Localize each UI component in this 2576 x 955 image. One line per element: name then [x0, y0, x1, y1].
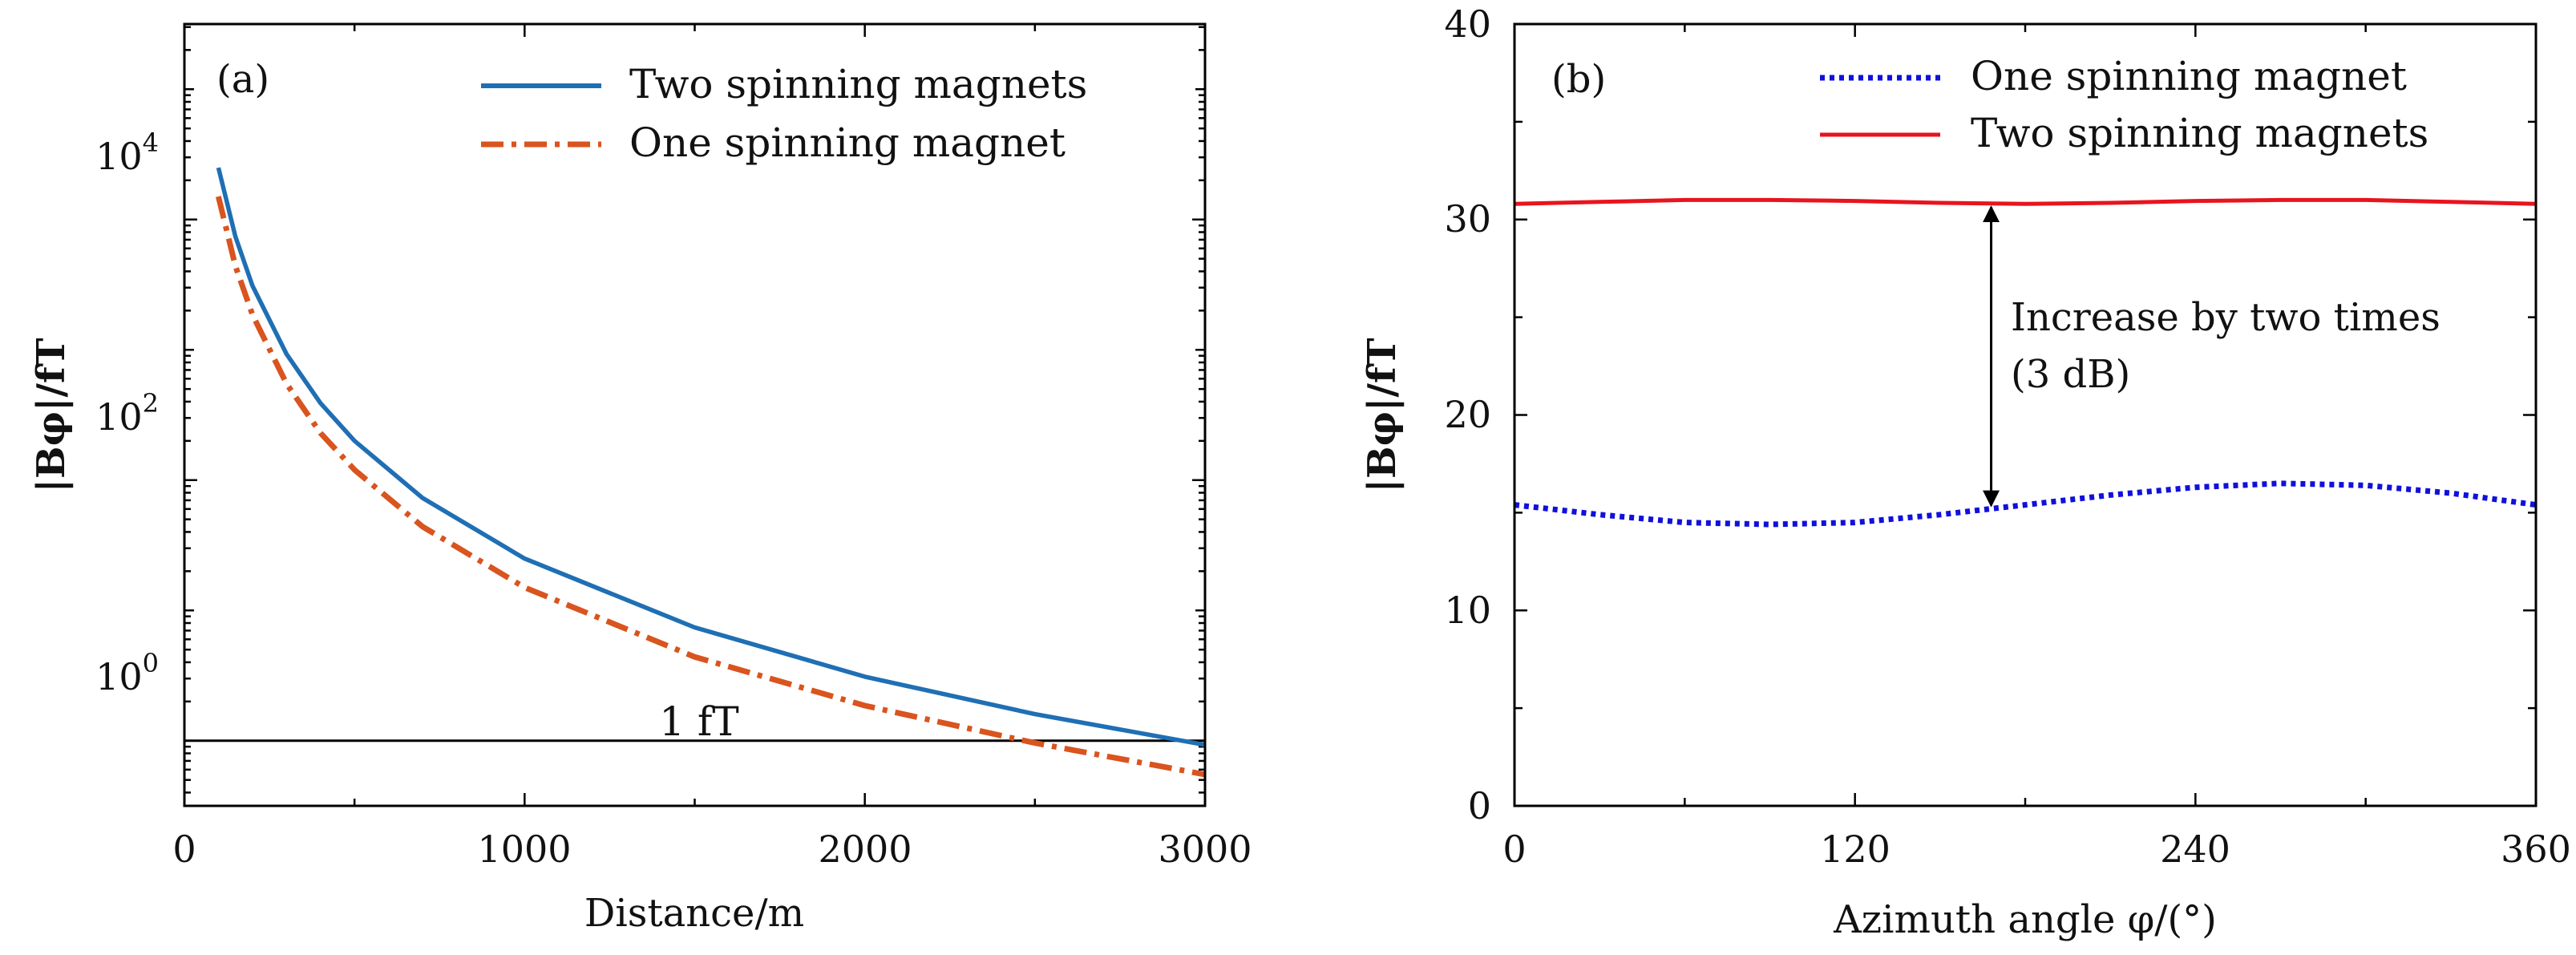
chart-b-panel-label: (b): [1551, 57, 1606, 102]
chart-b-ytick-label: 20: [1444, 393, 1491, 436]
chart-a-xtick-label: 1000: [477, 828, 571, 871]
chart-a-xlabel: Distance/m: [584, 891, 804, 936]
chart-b-xtick-label: 240: [2160, 828, 2230, 871]
chart-b-legend-label-one: One spinning magnet: [1971, 53, 2407, 99]
chart-b-xlabel: Azimuth angle φ/(°): [1833, 897, 2217, 942]
chart-a-plot-frame: [183, 22, 1207, 807]
chart-b-xtick-label: 0: [1502, 828, 1526, 871]
chart-b-annotation-line1: Increase by two times: [2011, 295, 2441, 340]
chart-a-xtick-label: 3000: [1158, 828, 1252, 871]
chart-b-legend-label-two: Two spinning magnets: [1971, 110, 2428, 156]
chart-b-xtick-label: 120: [1820, 828, 1891, 871]
chart-b: (b) 0 120 240 360 0 10 20 30 40 Azimuth …: [1360, 2, 2571, 942]
chart-a-ytick-label: 104: [95, 127, 159, 178]
chart-a-series-one-magnet: [216, 196, 1206, 778]
chart-b-annotation-line2: (3 dB): [2011, 352, 2130, 397]
chart-b-ytick-label: 30: [1444, 197, 1491, 241]
chart-a-xtick-label: 2000: [818, 828, 912, 871]
chart-b-ytick-label: 10: [1444, 589, 1491, 632]
chart-a-reference-label: 1 fT: [659, 698, 739, 745]
chart-a-series-layer: [216, 167, 1206, 778]
chart-a-panel-label: (a): [216, 57, 269, 102]
chart-a-legend-label-two: Two spinning magnets: [629, 61, 1087, 107]
chart-a-ytick-label: 100: [95, 648, 159, 698]
chart-b-ytick-label: 40: [1444, 2, 1491, 46]
chart-a-series-two-magnets: [216, 167, 1206, 747]
chart-b-legend: One spinning magnet Two spinning magnets: [1820, 53, 2428, 156]
chart-a-legend: Two spinning magnets One spinning magnet: [481, 61, 1087, 166]
chart-b-series-two-magnets: [1514, 197, 2537, 206]
chart-a-ytick-label: 102: [95, 388, 159, 439]
chart-b-xtick-label: 360: [2501, 828, 2571, 871]
chart-b-ylabel: |Bφ|/fT: [1360, 338, 1405, 492]
chart-a-legend-label-one: One spinning magnet: [629, 119, 1066, 166]
chart-b-series-layer: [1514, 197, 2537, 528]
chart-a: (a) 0 1000 2000 3000 100 102 104 Distanc…: [29, 22, 1252, 936]
chart-b-ytick-label: 0: [1468, 784, 1491, 828]
chart-b-plot-frame: [1513, 22, 2538, 807]
chart-b-series-one-magnet: [1514, 480, 2537, 528]
chart-a-ylabel: |Bφ|/fT: [29, 338, 74, 492]
chart-a-xtick-label: 0: [172, 828, 196, 871]
